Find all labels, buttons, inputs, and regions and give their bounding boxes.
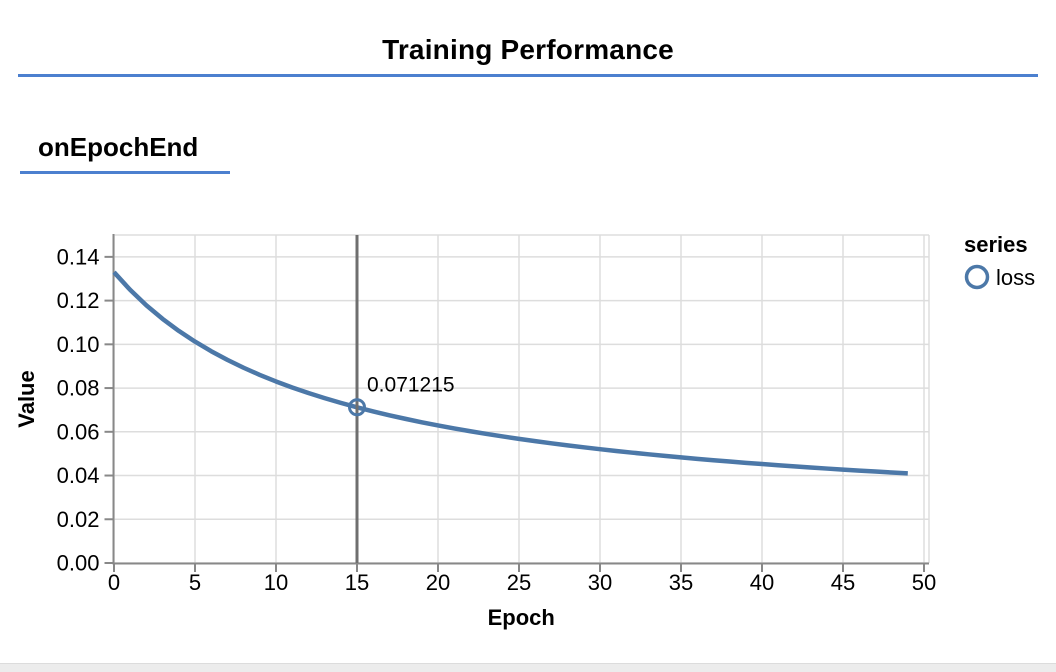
x-tick-label: 45 <box>831 570 855 595</box>
x-tick-label: 25 <box>507 570 531 595</box>
legend-loss-label: loss <box>996 265 1035 290</box>
y-tick-label: 0.04 <box>57 463 100 488</box>
title-underline-rule <box>18 74 1038 77</box>
x-axis-title: Epoch <box>488 605 555 630</box>
y-tick-label: 0.00 <box>57 551 100 576</box>
y-tick-label: 0.10 <box>57 332 100 357</box>
legend-title: series <box>964 232 1028 257</box>
x-tick-label: 0 <box>108 570 120 595</box>
y-tick-label: 0.02 <box>57 507 100 532</box>
page-title: Training Performance <box>382 34 674 65</box>
x-tick-label: 20 <box>426 570 450 595</box>
x-tick-label: 10 <box>264 570 288 595</box>
x-tick-label: 30 <box>588 570 612 595</box>
hover-value-label: 0.071215 <box>367 373 455 396</box>
y-axis-title: Value <box>14 370 39 427</box>
surface-label-onepochend: onEpochEnd <box>38 132 199 162</box>
surface-label-underline-rule <box>20 171 230 174</box>
loss-line <box>112 270 908 476</box>
legend-loss-marker-icon <box>964 264 990 290</box>
highlighted-point-marker[interactable] <box>348 398 366 417</box>
x-tick-label: 5 <box>189 570 201 595</box>
plot-area[interactable] <box>114 235 930 563</box>
y-tick-label: 0.08 <box>57 376 100 401</box>
y-tick-label: 0.06 <box>57 419 100 444</box>
x-tick-label: 50 <box>912 570 936 595</box>
x-tick-label: 15 <box>345 570 369 595</box>
y-tick-label: 0.14 <box>57 244 100 269</box>
x-tick-label: 35 <box>669 570 693 595</box>
x-tick-label: 40 <box>750 570 774 595</box>
next-surface-edge <box>0 663 1056 672</box>
y-tick-label: 0.12 <box>57 288 100 313</box>
